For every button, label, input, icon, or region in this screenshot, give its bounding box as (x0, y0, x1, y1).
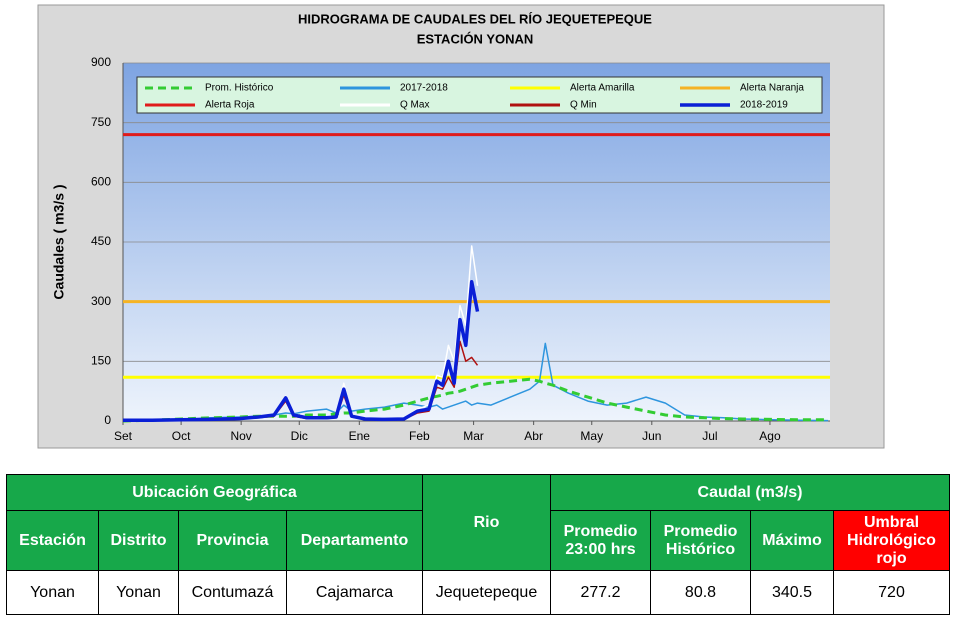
x-tick-label: Jun (642, 429, 661, 443)
x-tick-label: Jul (702, 429, 717, 443)
x-tick-label: Oct (172, 429, 191, 443)
x-tick-label: Mar (463, 429, 484, 443)
info-table: Ubicación Geográfica Rio Caudal (m3/s) E… (6, 474, 950, 615)
y-tick-label: 150 (91, 354, 111, 368)
legend-label: Q Max (400, 100, 429, 111)
legend (136, 76, 823, 114)
legend-label: Alerta Naranja (740, 83, 804, 94)
legend-label: Q Min (570, 100, 597, 111)
header-cell: Departamento (286, 510, 423, 571)
cell: Contumazá (178, 570, 287, 615)
header-cell: Provincia (178, 510, 287, 571)
series-line (123, 280, 480, 422)
cell: Yonan (98, 570, 179, 615)
legend-label: Alerta Roja (205, 100, 255, 111)
chart: HIDROGRAMA DE CAUDALES DEL RÍO JEQUETEPE… (37, 4, 885, 449)
legend-label: Alerta Amarilla (570, 83, 635, 94)
series-line (123, 342, 829, 422)
header-cell: Promedio Histórico (650, 510, 751, 571)
legend-label: Prom. Histórico (205, 83, 274, 94)
header-cell: Máximo (750, 510, 834, 571)
header-cell: Umbral Hidrológico rojo (833, 510, 950, 571)
y-tick-label: 750 (91, 115, 111, 129)
x-tick-label: May (580, 429, 603, 443)
y-tick-label: 0 (104, 413, 111, 427)
cell: Yonan (6, 570, 99, 615)
y-tick-label: 600 (91, 175, 111, 189)
cell: 340.5 (750, 570, 834, 615)
y-axis-label: Caudales ( m3/s ) (51, 184, 67, 299)
x-tick-label: Nov (230, 429, 251, 443)
x-tick-label: Feb (409, 429, 430, 443)
x-tick-label: Ago (759, 429, 781, 443)
x-tick-label: Ene (349, 429, 371, 443)
cell: Jequetepeque (422, 570, 551, 615)
cell: 277.2 (550, 570, 651, 615)
header-cell: Promedio 23:00 hrs (550, 510, 651, 571)
header-cell: Distrito (98, 510, 179, 571)
header-cell: Caudal (m3/s) (550, 474, 950, 511)
chart-title: HIDROGRAMA DE CAUDALES DEL RÍO JEQUETEPE… (298, 11, 652, 26)
y-tick-label: 450 (91, 234, 111, 248)
cell: 720 (833, 570, 950, 615)
legend-label: 2018-2019 (740, 100, 788, 111)
x-tick-label: Dic (291, 429, 308, 443)
legend-label: 2017-2018 (400, 83, 448, 94)
header-cell: Rio (422, 474, 551, 571)
cell: Cajamarca (286, 570, 423, 615)
y-tick-label: 900 (91, 55, 111, 69)
header-cell: Estación (6, 510, 99, 571)
chart-subtitle: ESTACIÓN YONAN (417, 31, 534, 46)
y-tick-label: 300 (91, 294, 111, 308)
header-cell: Ubicación Geográfica (6, 474, 423, 511)
x-tick-label: Abr (524, 429, 543, 443)
cell: 80.8 (650, 570, 751, 615)
x-tick-label: Set (114, 429, 133, 443)
